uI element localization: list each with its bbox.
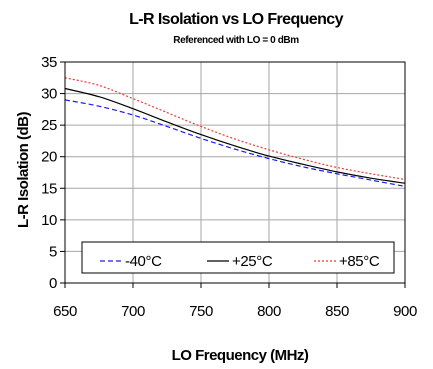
y-axis-title: L-R Isolation (dB) bbox=[15, 112, 32, 228]
y-tick-label: 5 bbox=[49, 243, 57, 260]
y-tick-label: 15 bbox=[41, 180, 57, 197]
x-tick-label: 700 bbox=[121, 303, 145, 320]
legend-label-3: +85°C bbox=[339, 253, 380, 270]
series-line-1 bbox=[64, 99, 406, 187]
legend-box bbox=[81, 241, 395, 274]
x-tick-label: 800 bbox=[257, 303, 281, 320]
series-line-2 bbox=[64, 87, 406, 184]
x-tick-label: 750 bbox=[189, 303, 213, 320]
legend-label-1: -40°C bbox=[125, 253, 162, 270]
x-tick-label: 900 bbox=[393, 303, 417, 320]
y-tick-label: 30 bbox=[41, 86, 57, 103]
legend: -40°C +25°C +85°C bbox=[81, 241, 395, 274]
chart-title: L-R Isolation vs LO Frequency bbox=[129, 11, 343, 28]
series-line-3 bbox=[64, 77, 406, 181]
series-lines bbox=[64, 77, 406, 187]
y-tick-label: 20 bbox=[41, 149, 57, 166]
y-tick-label: 0 bbox=[49, 275, 57, 292]
y-tick-label: 35 bbox=[41, 54, 57, 71]
chart-subtitle: Referenced with LO = 0 dBm bbox=[173, 35, 299, 46]
x-tick-label: 850 bbox=[325, 303, 349, 320]
y-tick-label: 25 bbox=[41, 117, 57, 134]
x-axis-title: LO Frequency (MHz) bbox=[172, 347, 309, 364]
y-tick-label: 10 bbox=[41, 212, 57, 229]
legend-label-2: +25°C bbox=[232, 253, 273, 270]
plot-frame bbox=[64, 61, 406, 284]
tick-labels: 650 700 750 800 850 900 0 5 10 15 20 25 30 35 bbox=[41, 54, 417, 320]
x-tick-label: 650 bbox=[53, 303, 77, 320]
